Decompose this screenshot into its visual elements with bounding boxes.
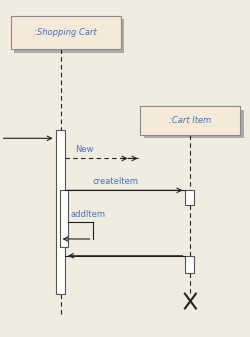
Bar xyxy=(14,19,123,53)
Bar xyxy=(143,110,242,138)
Bar xyxy=(59,190,67,247)
Bar xyxy=(185,190,193,206)
Bar xyxy=(140,106,239,135)
Bar xyxy=(185,256,193,273)
Bar xyxy=(11,16,120,49)
Bar xyxy=(56,130,65,294)
Text: :Shopping Cart: :Shopping Cart xyxy=(34,28,96,37)
Text: addItem: addItem xyxy=(70,210,105,219)
Text: New: New xyxy=(75,145,93,154)
Text: createItem: createItem xyxy=(92,177,138,186)
Text: :Cart Item: :Cart Item xyxy=(168,116,211,125)
